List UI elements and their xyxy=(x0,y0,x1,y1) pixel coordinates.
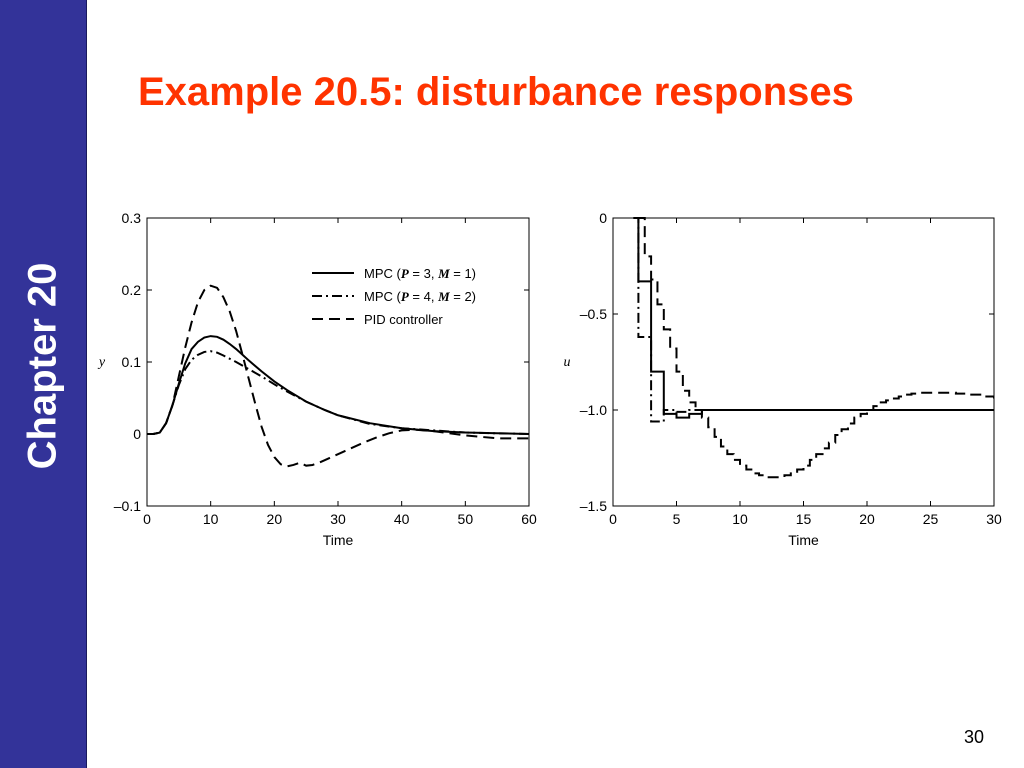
y-tick-label: –0.1 xyxy=(114,498,141,514)
x-axis-label: Time xyxy=(323,532,354,548)
y-tick-label: 0.1 xyxy=(122,354,142,370)
series-line-dashdot xyxy=(147,350,529,435)
legend-text-part: P xyxy=(401,266,410,281)
x-tick-label: 5 xyxy=(673,511,681,527)
legend-entry-label: MPC (P = 4, M = 2) xyxy=(364,289,476,304)
legend-text-part: M xyxy=(437,266,450,281)
x-tick-label: 0 xyxy=(143,511,151,527)
series-line-solid xyxy=(635,217,994,419)
x-tick-label: 20 xyxy=(267,511,283,527)
y-tick-label: –1.5 xyxy=(580,498,607,514)
x-tick-label: 15 xyxy=(796,511,812,527)
x-tick-label: 20 xyxy=(859,511,875,527)
legend-text-part: = 2) xyxy=(450,289,476,304)
x-tick-label: 10 xyxy=(203,511,219,527)
x-tick-label: 30 xyxy=(986,511,1002,527)
plot-frame xyxy=(612,217,995,507)
y-tick-label: –0.5 xyxy=(580,306,607,322)
legend-text-part: MPC ( xyxy=(364,289,402,304)
series-line-dashdot xyxy=(633,217,994,423)
series-line-dashed xyxy=(635,217,994,479)
x-tick-label: 25 xyxy=(923,511,939,527)
x-tick-label: 30 xyxy=(330,511,346,527)
y-tick-label: 0.2 xyxy=(122,282,142,298)
legend-text-part: M xyxy=(437,289,450,304)
x-tick-label: 0 xyxy=(609,511,617,527)
legend-text-part: = 4, xyxy=(409,289,438,304)
y-tick-label: 0.3 xyxy=(122,210,142,226)
y-tick-label: –1.0 xyxy=(580,402,607,418)
page-number: 30 xyxy=(963,727,984,747)
legend-entry-label: MPC (P = 3, M = 1) xyxy=(364,266,476,281)
y-tick-label: 0 xyxy=(133,426,141,442)
legend-text-part: P xyxy=(401,289,410,304)
legend-text-part: MPC ( xyxy=(364,266,402,281)
legend-text-part: = 3, xyxy=(409,266,438,281)
chapter-sidebar: Chapter 20 xyxy=(0,0,87,768)
x-tick-label: 60 xyxy=(521,511,537,527)
x-axis-label: Time xyxy=(788,532,819,548)
legend-entry-label: PID controller xyxy=(364,312,443,327)
series-line-dashed xyxy=(147,284,529,468)
y-axis-label: y xyxy=(97,355,106,370)
x-tick-label: 50 xyxy=(458,511,474,527)
x-tick-label: 40 xyxy=(394,511,410,527)
x-tick-label: 10 xyxy=(732,511,748,527)
y-tick-label: 0 xyxy=(599,210,607,226)
slide-title: Example 20.5: disturbance responses xyxy=(138,70,854,114)
y-axis-label: u xyxy=(564,355,571,370)
legend-text-part: = 1) xyxy=(450,266,476,281)
